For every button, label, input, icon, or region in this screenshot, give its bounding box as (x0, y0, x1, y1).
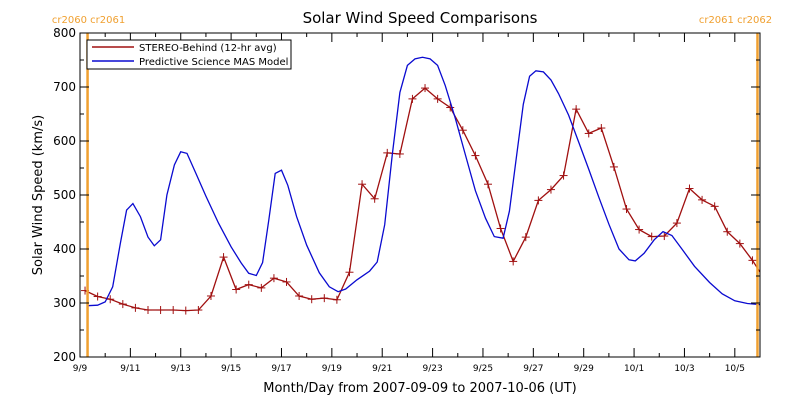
data-point-stereo (710, 202, 719, 211)
data-point-stereo (660, 232, 669, 241)
x-tick-label: 10/3 (674, 364, 694, 374)
series-layer (81, 56, 782, 315)
legend-label-mas-model: Predictive Science MAS Model (139, 57, 288, 68)
data-point-stereo (93, 292, 102, 301)
x-tick-label: 9/19 (322, 364, 342, 374)
legend: STEREO-Behind (12-hr avg) Predictive Sci… (86, 39, 292, 70)
x-axis-label: Month/Day from 2007-09-09 to 2007-10-06 … (263, 381, 576, 396)
data-point-stereo (534, 196, 543, 205)
data-point-stereo (748, 256, 757, 265)
y-axis-ticks: 200 300 400 500 600 700 800 (53, 26, 760, 364)
data-point-stereo (484, 180, 492, 189)
legend-label-stereo: STEREO-Behind (12-hr avg) (139, 43, 277, 54)
x-tick-label: 9/15 (221, 364, 241, 374)
data-point-stereo (370, 194, 379, 203)
data-point-stereo (458, 126, 467, 135)
data-point-stereo (647, 232, 656, 241)
x-tick-label: 9/17 (271, 364, 291, 374)
x-axis-ticks: 9/9 9/11 9/13 9/15 9/17 9/19 9/21 9/23 9/25 9/27 9… (73, 33, 745, 374)
x-tick-label: 9/9 (73, 364, 88, 374)
data-point-stereo (509, 257, 518, 266)
data-point-stereo (131, 303, 140, 312)
y-tick-label: 700 (53, 80, 76, 94)
data-point-stereo (144, 306, 152, 315)
data-point-stereo (421, 84, 430, 93)
data-point-stereo (106, 295, 115, 304)
data-point-stereo (320, 294, 329, 303)
data-point-stereo (232, 285, 241, 294)
chart-title: Solar Wind Speed Comparisons (303, 9, 538, 27)
data-point-stereo (774, 289, 782, 297)
carrington-labels: cr2060 cr2061 cr2061 cr2062 (52, 15, 772, 26)
y-tick-label: 300 (53, 296, 76, 310)
carrington-marker-layer (86, 33, 759, 357)
data-point-stereo (433, 94, 442, 103)
y-tick-label: 400 (53, 242, 76, 256)
x-tick-label: 10/5 (725, 364, 745, 374)
data-point-stereo (622, 205, 631, 214)
data-point-stereo (307, 295, 316, 304)
data-point-stereo (206, 291, 215, 300)
x-tick-label: 9/21 (372, 364, 392, 374)
data-point-stereo (257, 283, 266, 292)
data-point-stereo (672, 219, 681, 228)
x-tick-label: 9/27 (523, 364, 543, 374)
data-point-stereo (118, 300, 127, 309)
data-point-stereo (358, 180, 367, 189)
data-point-stereo (496, 224, 505, 233)
data-point-stereo (219, 253, 228, 262)
data-point-stereo (244, 280, 253, 289)
data-point-stereo (408, 94, 417, 103)
data-point-stereo (723, 227, 732, 236)
series-line-stereo-behind (84, 87, 760, 312)
legend-box (86, 39, 292, 70)
data-point-stereo (395, 149, 404, 158)
data-point-stereo (194, 306, 203, 315)
data-point-stereo (698, 195, 707, 204)
y-axis-label: Solar Wind Speed (km/s) (31, 115, 46, 275)
x-tick-label: 9/25 (473, 364, 493, 374)
y-tick-label: 800 (53, 26, 76, 40)
data-point-stereo (609, 162, 618, 171)
data-point-stereo (685, 184, 694, 193)
data-point-stereo (181, 306, 190, 315)
data-point-stereo (345, 268, 354, 277)
data-point-stereo (572, 105, 581, 114)
data-point-stereo (521, 233, 530, 242)
x-tick-label: 9/13 (171, 364, 191, 374)
carrington-label: cr2061 cr2062 (699, 15, 772, 26)
data-point-stereo (546, 185, 555, 194)
data-point-stereo (597, 124, 606, 133)
carrington-label: cr2060 cr2061 (52, 15, 125, 26)
plot-frame (79, 32, 761, 358)
data-point-stereo (471, 151, 480, 160)
series-line-mas-model (87, 56, 760, 307)
x-tick-label: 9/23 (422, 364, 442, 374)
x-tick-label: 10/1 (624, 364, 644, 374)
data-point-stereo (269, 274, 278, 283)
data-point-stereo (282, 277, 291, 286)
data-point-stereo (735, 239, 744, 248)
data-point-stereo (383, 148, 392, 157)
y-tick-label: 200 (53, 350, 76, 364)
y-tick-label: 600 (53, 134, 76, 148)
data-point-stereo (761, 276, 769, 284)
y-tick-label: 500 (53, 188, 76, 202)
data-point-stereo (559, 171, 568, 180)
data-point-stereo (446, 103, 455, 112)
x-tick-label: 9/29 (574, 364, 594, 374)
data-point-stereo (332, 295, 341, 304)
data-point-stereo (584, 129, 593, 138)
data-point-stereo (295, 291, 304, 300)
data-point-stereo (156, 306, 165, 315)
data-point-stereo (635, 225, 644, 234)
data-point-stereo (169, 306, 178, 315)
x-tick-label: 9/11 (120, 364, 140, 374)
